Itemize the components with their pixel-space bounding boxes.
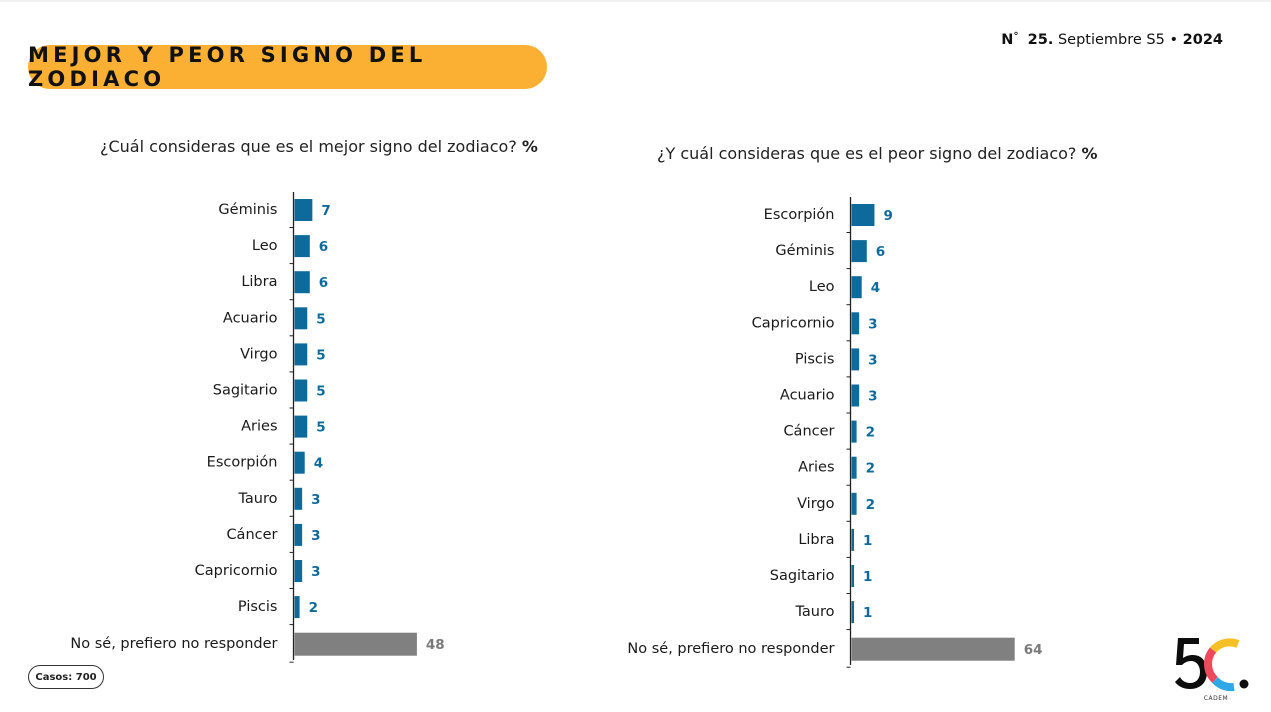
edition-prefix: N	[1001, 32, 1014, 48]
best-value-label: 6	[319, 239, 328, 255]
best-category-label: Cáncer	[226, 527, 277, 543]
worst-value-label: 1	[863, 569, 872, 585]
page-title: MEJOR Y PEOR SIGNO DEL ZODIACO	[28, 43, 427, 91]
degree-sign: °	[1013, 31, 1019, 42]
worst-category-label: Libra	[798, 532, 834, 548]
best-value-label: 4	[314, 456, 323, 472]
best-category-label: Géminis	[218, 202, 277, 218]
worst-bar	[851, 601, 855, 624]
best-bar	[294, 235, 310, 258]
worst-category-label: Tauro	[794, 604, 834, 620]
best-value-label: 6	[319, 275, 328, 291]
worst-category-label: Aries	[798, 460, 834, 476]
best-bar	[294, 596, 300, 619]
worst-value-label: 64	[1024, 642, 1043, 658]
best-bar	[294, 451, 305, 474]
worst-value-label: 6	[876, 244, 885, 260]
best-bar	[294, 271, 310, 294]
worst-bar	[851, 240, 867, 263]
best-value-label: 7	[321, 203, 330, 219]
logo-name: CADEM	[1204, 695, 1228, 702]
worst-bar	[851, 528, 855, 551]
best-value-label: 2	[309, 600, 318, 616]
logo-mark	[1175, 638, 1249, 692]
best-bar	[294, 379, 308, 402]
worst-category-label: Acuario	[780, 388, 835, 404]
worst-category-label: No sé, prefiero no responder	[627, 641, 834, 657]
worst-category-label: Piscis	[795, 351, 835, 367]
worst-category-label: Géminis	[775, 243, 834, 259]
edition-number: 25.	[1027, 32, 1054, 48]
worst-value-label: 4	[871, 280, 880, 296]
cadem-logo: CADEM	[1175, 638, 1249, 702]
top-divider	[0, 0, 1271, 2]
best-bar	[294, 307, 308, 330]
edition-info: N° 25. Septiembre S5 • 2024	[1001, 31, 1223, 48]
best-category-label: Escorpión	[207, 455, 278, 471]
best-bar	[294, 415, 308, 438]
best-value-label: 5	[316, 347, 325, 363]
best-bar	[294, 560, 303, 582]
best-category-label: Virgo	[240, 346, 278, 362]
worst-bar	[851, 420, 857, 443]
worst-bar	[851, 204, 875, 226]
best-value-label: 5	[316, 420, 325, 436]
worst-value-label: 3	[868, 352, 877, 368]
best-bar	[294, 199, 313, 221]
best-value-label: 3	[311, 528, 320, 544]
best-value-label: 3	[311, 564, 320, 580]
worst-value-label: 9	[883, 208, 892, 224]
best-category-label: Libra	[241, 274, 277, 290]
best-value-label: 5	[316, 311, 325, 327]
best-bar	[294, 632, 417, 656]
best-bar	[294, 487, 303, 510]
edition-year: 2024	[1182, 32, 1223, 48]
best-bar	[294, 343, 308, 366]
worst-category-label: Sagitario	[770, 568, 835, 584]
best-value-label: 48	[426, 637, 445, 653]
worst-bar	[851, 348, 860, 371]
worst-category-label: Leo	[809, 279, 835, 295]
worst-value-label: 3	[868, 389, 877, 405]
worst-bar	[851, 384, 860, 407]
best-category-label: Acuario	[223, 310, 278, 326]
question-best: ¿Cuál consideras que es el mejor signo d…	[100, 137, 538, 156]
worst-bar	[851, 312, 860, 335]
question-worst-text: ¿Y cuál consideras que es el peor signo …	[657, 144, 1077, 163]
best-category-label: Tauro	[237, 491, 277, 507]
worst-bar	[851, 492, 857, 515]
worst-value-label: 2	[866, 425, 875, 441]
worst-category-label: Capricornio	[752, 315, 835, 331]
worst-value-label: 1	[863, 605, 872, 621]
sample-size-badge: Casos: 700	[28, 665, 104, 689]
best-value-label: 3	[311, 492, 320, 508]
worst-bar	[851, 637, 1015, 661]
question-best-unit: %	[521, 137, 538, 156]
worst-bar	[851, 565, 855, 587]
best-category-label: No sé, prefiero no responder	[70, 636, 277, 652]
worst-value-label: 2	[866, 461, 875, 477]
worst-value-label: 2	[866, 497, 875, 513]
worst-bar	[851, 456, 857, 479]
worst-category-label: Virgo	[797, 496, 835, 512]
question-best-text: ¿Cuál consideras que es el mejor signo d…	[100, 137, 517, 156]
best-bar	[294, 523, 303, 546]
best-category-label: Aries	[241, 419, 277, 435]
edition-separator: •	[1169, 32, 1179, 48]
worst-value-label: 1	[863, 533, 872, 549]
question-worst: ¿Y cuál consideras que es el peor signo …	[657, 144, 1098, 163]
worst-category-label: Cáncer	[783, 424, 834, 440]
edition-period: Septiembre S5	[1057, 32, 1165, 48]
best-category-label: Piscis	[238, 599, 278, 615]
worst-category-label: Escorpión	[764, 207, 835, 223]
best-value-label: 5	[316, 384, 325, 400]
best-category-label: Leo	[252, 238, 278, 254]
worst-value-label: 3	[868, 316, 877, 332]
worst-bar	[851, 276, 862, 299]
title-banner: MEJOR Y PEOR SIGNO DEL ZODIACO	[28, 43, 547, 91]
best-category-label: Capricornio	[195, 563, 278, 579]
best-category-label: Sagitario	[213, 383, 278, 399]
question-worst-unit: %	[1081, 144, 1098, 163]
